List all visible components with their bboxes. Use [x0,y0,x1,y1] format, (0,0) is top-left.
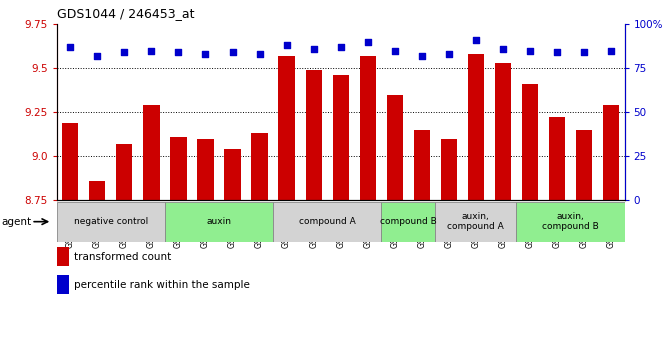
Point [119,50,130,55]
Bar [413,130,430,200]
Point [362,39,373,45]
Bar [333,75,349,200]
Bar [305,70,322,200]
Point [416,53,427,59]
Point [444,51,454,57]
Point [552,50,562,55]
Bar [224,149,240,200]
Point [200,51,211,57]
Bar [522,84,538,200]
Text: auxin,
compound A: auxin, compound A [448,212,504,231]
Bar [57,247,69,266]
Point [227,50,238,55]
Text: compound B: compound B [380,217,437,226]
Text: negative control: negative control [73,217,148,226]
Point [578,50,589,55]
Point [309,46,319,51]
Text: auxin,
compound B: auxin, compound B [542,212,599,231]
FancyBboxPatch shape [165,202,273,242]
Bar [468,54,484,200]
Bar [441,138,457,200]
Point [65,44,75,50]
Point [524,48,535,53]
Bar [144,105,160,200]
Point [146,48,157,53]
Text: auxin: auxin [206,217,232,226]
Bar [387,95,403,200]
Bar [279,56,295,200]
FancyBboxPatch shape [57,202,165,242]
Text: transformed count: transformed count [74,252,171,262]
Bar [251,133,268,200]
Bar [90,181,106,200]
FancyBboxPatch shape [436,202,516,242]
FancyBboxPatch shape [516,202,625,242]
Point [173,50,184,55]
Text: percentile rank within the sample: percentile rank within the sample [74,279,250,289]
Text: GDS1044 / 246453_at: GDS1044 / 246453_at [57,7,194,20]
Point [389,48,400,53]
FancyBboxPatch shape [381,202,436,242]
FancyBboxPatch shape [273,202,381,242]
Point [606,48,617,53]
Bar [197,138,214,200]
Text: compound A: compound A [299,217,355,226]
Bar [549,117,565,200]
Bar [495,63,511,200]
Bar [116,144,132,200]
Point [281,42,292,48]
Point [92,53,103,59]
Bar [576,130,592,200]
Bar [359,56,376,200]
Bar [603,105,619,200]
Point [255,51,265,57]
Bar [62,123,78,200]
Point [470,37,481,43]
Text: agent: agent [1,217,31,227]
Bar [57,275,69,294]
Point [335,44,346,50]
Point [498,46,508,51]
Bar [170,137,186,200]
